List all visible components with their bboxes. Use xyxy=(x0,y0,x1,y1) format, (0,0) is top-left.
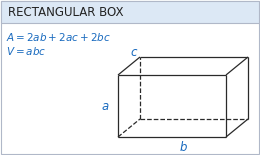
Text: $A = 2ab + 2ac + 2bc$: $A = 2ab + 2ac + 2bc$ xyxy=(6,31,111,43)
Text: $c$: $c$ xyxy=(130,46,138,58)
Bar xyxy=(1,1,259,23)
Text: $V = abc$: $V = abc$ xyxy=(6,45,46,57)
Text: $b$: $b$ xyxy=(179,140,187,154)
Text: RECTANGULAR BOX: RECTANGULAR BOX xyxy=(8,5,123,18)
Text: $a$: $a$ xyxy=(101,100,109,113)
